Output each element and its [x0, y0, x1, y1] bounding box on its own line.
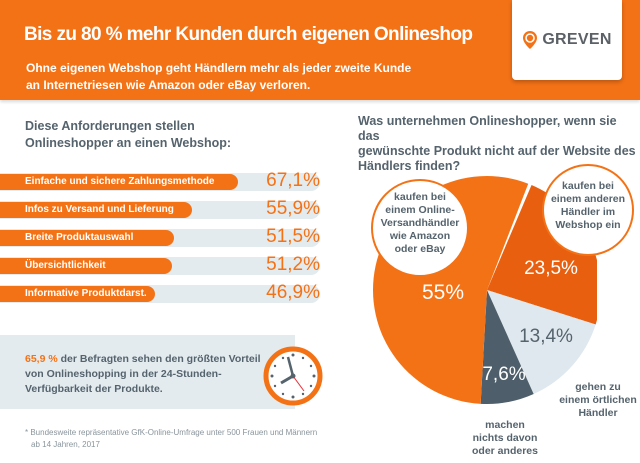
bar-value-label: 51,5% [266, 226, 320, 247]
bar-row: Einfache und sichere Zahlungsmethode 67,… [0, 170, 320, 191]
bar-label: Übersichtlichkeit [25, 260, 106, 271]
title-line: gewünschte Produkt nicht auf der Website… [358, 144, 636, 158]
pie-category-label: nichts davon [473, 432, 538, 444]
bar-row: Informative Produktdarst. 46,9% [0, 282, 320, 303]
title-line: Onlineshopper an einen Webshop: [25, 136, 232, 150]
pie-category-label: Versandhändler [381, 217, 460, 229]
page-title: Bis zu 80 % mehr Kunden durch eigenen On… [24, 24, 473, 45]
pie-category-label: wie Amazon [389, 230, 450, 242]
pie-category-label: einem anderen [551, 193, 625, 205]
pie-category-label: gehen zu [575, 381, 621, 393]
map-pin-icon [523, 31, 538, 49]
pie-value-label: 7,6% [482, 364, 525, 385]
pie-category-label: Webshop ein [555, 219, 620, 231]
bar-row: Infos zu Versand und Lieferung 55,9% [0, 198, 320, 219]
footnote: * Bundesweite repräsentative GfK-Online-… [25, 427, 345, 451]
bar-row: Breite Produktauswahl 51,5% [0, 226, 320, 247]
bar [0, 258, 172, 274]
bar [0, 202, 192, 218]
clock-icon [263, 346, 323, 406]
bar [0, 286, 155, 302]
page-subtitle: Ohne eigenen Webshop geht Händlern mehr … [26, 60, 466, 94]
bar-label: Infos zu Versand und Lieferung [25, 204, 174, 215]
pie-chart-title: Was unternehmen Onlineshopper, wenn sie … [358, 114, 638, 174]
info-box [0, 335, 295, 409]
pie-category-label: kaufen bei [394, 191, 446, 203]
info-highlight: 65,9 % [25, 353, 58, 365]
footnote-line: * Bundesweite repräsentative GfK-Online-… [25, 428, 318, 437]
pie-value-label: 55% [422, 281, 464, 304]
pie-category-label: einem örtlichen [559, 394, 637, 406]
info-body: der Befragten sehen den größten Vorteil … [25, 353, 261, 395]
pie-category-label: Händler im [561, 206, 615, 218]
pie-category-label: oder eBay [395, 243, 446, 255]
bar-row: Übersichtlichkeit 51,2% [0, 254, 320, 275]
pie-category-label: Händler [578, 407, 617, 419]
bar-label: Einfache und sichere Zahlungsmethode [25, 176, 215, 187]
title-line: Händlers finden? [358, 159, 461, 173]
pie-slice [487, 290, 596, 395]
subtitle-line: an Internetriesen wie Amazon oder eBay v… [26, 78, 311, 92]
pie-category-label: machen [485, 419, 525, 431]
pie-value-label: 23,5% [524, 258, 578, 279]
greven-logo: GREVEN [512, 0, 622, 80]
label-bubble [371, 179, 469, 277]
footnote-line: ab 14 Jahren, 2017 [31, 440, 100, 449]
bar-label: Breite Produktauswahl [25, 232, 134, 243]
info-text: 65,9 % der Befragten sehen den größten V… [25, 352, 265, 397]
title-line: Diese Anforderungen stellen [25, 119, 195, 133]
title-line: Was unternehmen Onlineshopper, wenn sie … [358, 114, 617, 143]
label-bubble [542, 164, 634, 256]
bar-value-label: 46,9% [266, 282, 320, 303]
pie-category-label: einem Online- [385, 204, 455, 216]
bar [0, 230, 174, 246]
pie-category-label: oder anderes [472, 445, 538, 457]
bar-value-label: 67,1% [266, 170, 320, 191]
bar-chart-title: Diese Anforderungen stellen Onlineshoppe… [25, 118, 231, 152]
bar-value-label: 51,2% [266, 254, 320, 275]
pie-slice [480, 290, 534, 405]
logo-text: GREVEN [542, 31, 612, 48]
bar [0, 174, 238, 190]
bar-value-label: 55,9% [266, 198, 320, 219]
pie-value-label: 13,4% [519, 326, 573, 347]
header-banner: Bis zu 80 % mehr Kunden durch eigenen On… [0, 0, 640, 100]
subtitle-line: Ohne eigenen Webshop geht Händlern mehr … [26, 61, 412, 75]
bar-label: Informative Produktdarst. [25, 288, 147, 299]
pie-category-label: kaufen bei [562, 180, 614, 192]
